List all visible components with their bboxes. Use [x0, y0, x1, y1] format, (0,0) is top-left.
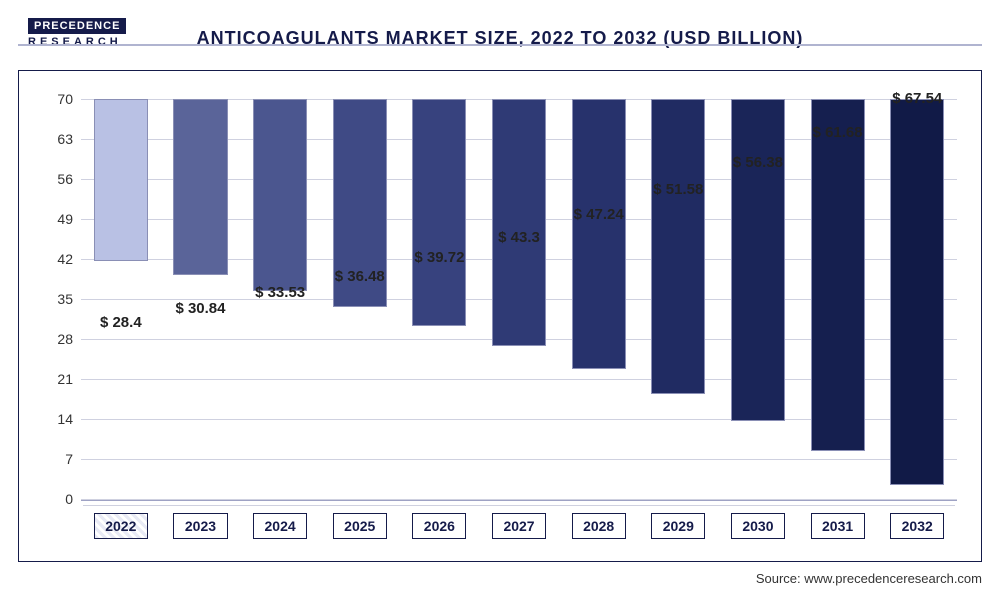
bar-value-label: $ 33.53 [240, 284, 320, 301]
bar-group: $ 30.84 [161, 99, 241, 499]
bar-value-label: $ 39.72 [400, 249, 480, 266]
y-tick-label: 49 [41, 211, 73, 227]
y-tick-label: 0 [41, 491, 73, 507]
y-tick-label: 14 [41, 411, 73, 427]
x-tick-label: 2022 [94, 513, 148, 539]
bar [890, 99, 944, 485]
bar [412, 99, 466, 326]
y-tick-label: 28 [41, 331, 73, 347]
bar-group: $ 28.4 [81, 99, 161, 499]
bar [492, 99, 546, 346]
x-tick: 2023 [161, 513, 241, 539]
bar [94, 99, 148, 261]
x-tick: 2022 [81, 513, 161, 539]
x-tick: 2029 [638, 513, 718, 539]
bar [572, 99, 626, 369]
x-axis: 2022 2023 2024 2025 2026 2027 2028 2029 2030 2031… [81, 513, 957, 539]
y-tick-label: 7 [41, 451, 73, 467]
x-tick-label: 2028 [572, 513, 626, 539]
y-tick-label: 56 [41, 171, 73, 187]
x-tick-label: 2030 [731, 513, 785, 539]
bar-value-label: $ 67.54 [877, 90, 957, 107]
bar-value-label: $ 47.24 [559, 206, 639, 223]
bar-value-label: $ 61.68 [798, 124, 878, 141]
y-tick-label: 63 [41, 131, 73, 147]
bar [253, 99, 307, 291]
bar [731, 99, 785, 421]
bar-value-label: $ 56.38 [718, 154, 798, 171]
bar [173, 99, 227, 275]
bar-group: $ 67.54 [877, 99, 957, 499]
x-tick: 2027 [479, 513, 559, 539]
x-tick: 2026 [400, 513, 480, 539]
source-text: Source: www.precedenceresearch.com [756, 571, 982, 586]
bar [811, 99, 865, 451]
title-rule [18, 44, 982, 46]
plot-area: 07142128354249566370 $ 28.4$ 30.84$ 33.5… [81, 99, 957, 499]
bar-group: $ 36.48 [320, 99, 400, 499]
x-tick-label: 2026 [412, 513, 466, 539]
x-tick-label: 2024 [253, 513, 307, 539]
bar-group: $ 47.24 [559, 99, 639, 499]
x-tick-label: 2025 [333, 513, 387, 539]
x-tick-label: 2031 [811, 513, 865, 539]
bar [651, 99, 705, 394]
axis-baseline [81, 500, 957, 505]
x-tick: 2030 [718, 513, 798, 539]
bar-group: $ 51.58 [638, 99, 718, 499]
bar-group: $ 43.3 [479, 99, 559, 499]
x-tick-label: 2029 [651, 513, 705, 539]
bar-group: $ 39.72 [400, 99, 480, 499]
chart-frame: 0 7 14 21 28 35 42 49 56 63 70 $ 28.4$ 30.84$ 33.5… [18, 70, 982, 562]
bar-group: $ 61.68 [798, 99, 878, 499]
bar-value-label: $ 51.58 [638, 181, 718, 198]
x-tick: 2032 [877, 513, 957, 539]
x-tick-label: 2027 [492, 513, 546, 539]
bar-group: $ 33.53 [240, 99, 320, 499]
x-tick: 2031 [798, 513, 878, 539]
bar-value-label: $ 28.4 [81, 314, 161, 331]
bar-value-label: $ 36.48 [320, 268, 400, 285]
bar-value-label: $ 30.84 [161, 300, 241, 317]
y-tick-label: 35 [41, 291, 73, 307]
y-tick-label: 21 [41, 371, 73, 387]
bar-value-label: $ 43.3 [479, 229, 559, 246]
x-tick: 2028 [559, 513, 639, 539]
y-tick-label: 42 [41, 251, 73, 267]
x-tick-label: 2023 [173, 513, 227, 539]
x-tick-label: 2032 [890, 513, 944, 539]
x-tick: 2024 [240, 513, 320, 539]
x-tick: 2025 [320, 513, 400, 539]
y-tick-label: 70 [41, 91, 73, 107]
bars-container: $ 28.4$ 30.84$ 33.53$ 36.48$ 39.72 $ 43.3… [81, 99, 957, 499]
bar-group: $ 56.38 [718, 99, 798, 499]
